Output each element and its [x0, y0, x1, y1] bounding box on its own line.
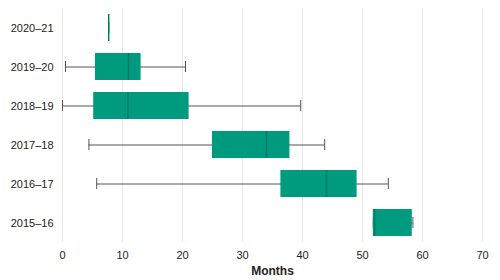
svg-text:2017–18: 2017–18	[11, 139, 54, 151]
svg-text:0: 0	[59, 249, 65, 261]
svg-text:2020–21: 2020–21	[11, 22, 54, 34]
svg-text:40: 40	[296, 249, 308, 261]
svg-text:30: 30	[236, 249, 248, 261]
svg-text:2019–20: 2019–20	[11, 61, 54, 73]
svg-text:50: 50	[356, 249, 368, 261]
svg-text:Months: Months	[251, 264, 294, 278]
svg-text:20: 20	[176, 249, 188, 261]
svg-text:70: 70	[476, 249, 488, 261]
svg-text:2016–17: 2016–17	[11, 178, 54, 190]
svg-text:10: 10	[116, 249, 128, 261]
svg-text:2018–19: 2018–19	[11, 100, 54, 112]
svg-text:2015–16: 2015–16	[11, 217, 54, 229]
svg-text:60: 60	[416, 249, 428, 261]
